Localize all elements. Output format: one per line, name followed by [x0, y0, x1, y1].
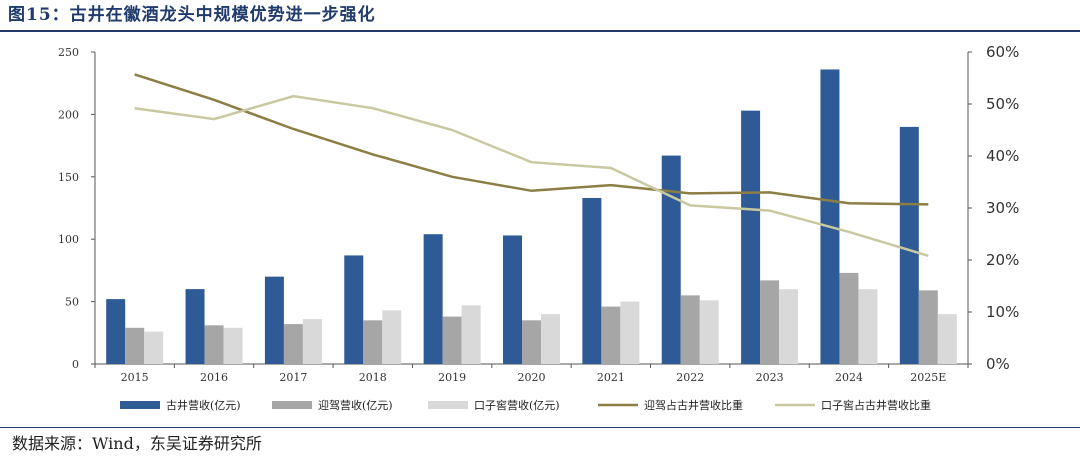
legend-gujing-swatch [120, 401, 160, 409]
right-axis-tick-label: 20% [986, 251, 1019, 269]
yingjia-share-line [134, 73, 929, 206]
kouzijiao-share-line [134, 94, 929, 257]
yingjia-revenue-bar [283, 324, 303, 364]
kouzijiao-revenue-bar [541, 314, 560, 364]
right-axis-tick-label: 60% [986, 43, 1019, 61]
chart-legend: 古井营收(亿元) 迎驾营收(亿元) 口子窖营收(亿元) 迎驾占古井营收比重 口子窖占古井… [120, 398, 931, 412]
right-axis-tick-label: 0% [986, 355, 1010, 373]
left-axis-tick-label: 250 [58, 46, 79, 59]
left-axis-tick-label: 200 [58, 108, 79, 121]
left-axis-tick-label: 100 [58, 233, 79, 246]
x-axis-tick-label: 2017 [279, 371, 307, 384]
legend-kouzijiao-swatch [428, 401, 468, 409]
left-axis-tick-label: 50 [65, 296, 79, 309]
chart-tick-labels: 0 50 100 150 200 250 0% 10% 20% 30% 40% 50% 60% 2015 2… [58, 43, 1019, 384]
kouzijiao-revenue-bar [461, 305, 481, 364]
gujing-revenue-bar [741, 110, 761, 364]
yingjia-revenue-bar [125, 327, 145, 364]
yingjia-revenue-bar [601, 306, 621, 364]
x-axis-tick-label: 2019 [438, 371, 466, 384]
gujing-revenue-bar [106, 299, 126, 364]
gujing-revenue-bar [264, 276, 284, 364]
legend-yingjia-share-label: 迎驾占古井营收比重 [644, 398, 743, 412]
x-axis-tick-label: 2025E [910, 371, 946, 384]
kouzijiao-revenue-bar [699, 300, 719, 364]
right-axis-tick-label: 10% [986, 303, 1019, 321]
gujing-revenue-bar [185, 289, 205, 364]
yingjia-revenue-bar [204, 325, 224, 364]
figure-title: 图15：古井在徽酒龙头中规模优势进一步强化 [8, 5, 376, 25]
x-axis-tick-label: 2021 [597, 371, 625, 384]
kouzijiao-revenue-bar [144, 331, 164, 364]
x-axis-tick-label: 2024 [835, 371, 863, 384]
x-axis-tick-label: 2015 [121, 371, 149, 384]
chart-lines [134, 73, 929, 257]
yingjia-revenue-bar [839, 272, 859, 364]
gujing-revenue-bar [344, 255, 364, 364]
legend-kouzijiao-share-label: 口子窖占古井营收比重 [821, 398, 931, 412]
right-axis-tick-label: 30% [986, 199, 1019, 217]
gujing-revenue-bar [661, 155, 681, 364]
gujing-revenue-bar [899, 126, 919, 364]
kouzijiao-revenue-bar [937, 314, 957, 364]
gujing-revenue-bar [820, 69, 840, 365]
x-axis-tick-label: 2023 [756, 371, 784, 384]
yingjia-revenue-bar [522, 320, 541, 364]
yingjia-revenue-bar [680, 295, 700, 364]
x-axis-tick-label: 2016 [200, 371, 228, 384]
yingjia-revenue-bar [918, 290, 938, 364]
source-note: 数据来源：Wind，东吴证券研究所 [12, 434, 262, 453]
x-axis-tick-label: 2020 [518, 371, 546, 384]
kouzijiao-revenue-bar [382, 310, 402, 364]
kouzijiao-revenue-bar [779, 289, 799, 364]
yingjia-revenue-bar [363, 320, 383, 364]
kouzijiao-revenue-bar [858, 289, 878, 364]
right-axis-tick-label: 40% [986, 147, 1019, 165]
legend-yingjia-swatch [272, 401, 312, 409]
legend-kouzijiao-label: 口子窖营收(亿元) [474, 398, 560, 412]
x-axis-tick-label: 2018 [359, 371, 387, 384]
left-axis-tick-label: 0 [72, 358, 79, 371]
x-axis-tick-label: 2022 [676, 371, 704, 384]
kouzijiao-revenue-bar [223, 327, 243, 364]
kouzijiao-revenue-bar [620, 301, 640, 364]
source-divider [0, 427, 1080, 428]
right-axis-tick-label: 50% [986, 95, 1019, 113]
gujing-revenue-bar [503, 235, 522, 364]
gujing-revenue-bar [423, 234, 443, 364]
gujing-revenue-bar [582, 198, 602, 364]
left-axis-tick-label: 150 [58, 171, 79, 184]
yingjia-revenue-bar [442, 316, 462, 364]
chart-bars [106, 69, 957, 365]
yingjia-revenue-bar [760, 280, 780, 364]
revenue-chart: 0 50 100 150 200 250 0% 10% 20% 30% 40% 50% 60% 2015 2… [58, 43, 1019, 412]
legend-gujing-label: 古井营收(亿元) [166, 398, 241, 412]
kouzijiao-revenue-bar [302, 319, 322, 364]
legend-yingjia-label: 迎驾营收(亿元) [318, 398, 393, 412]
title-divider [0, 30, 1080, 32]
